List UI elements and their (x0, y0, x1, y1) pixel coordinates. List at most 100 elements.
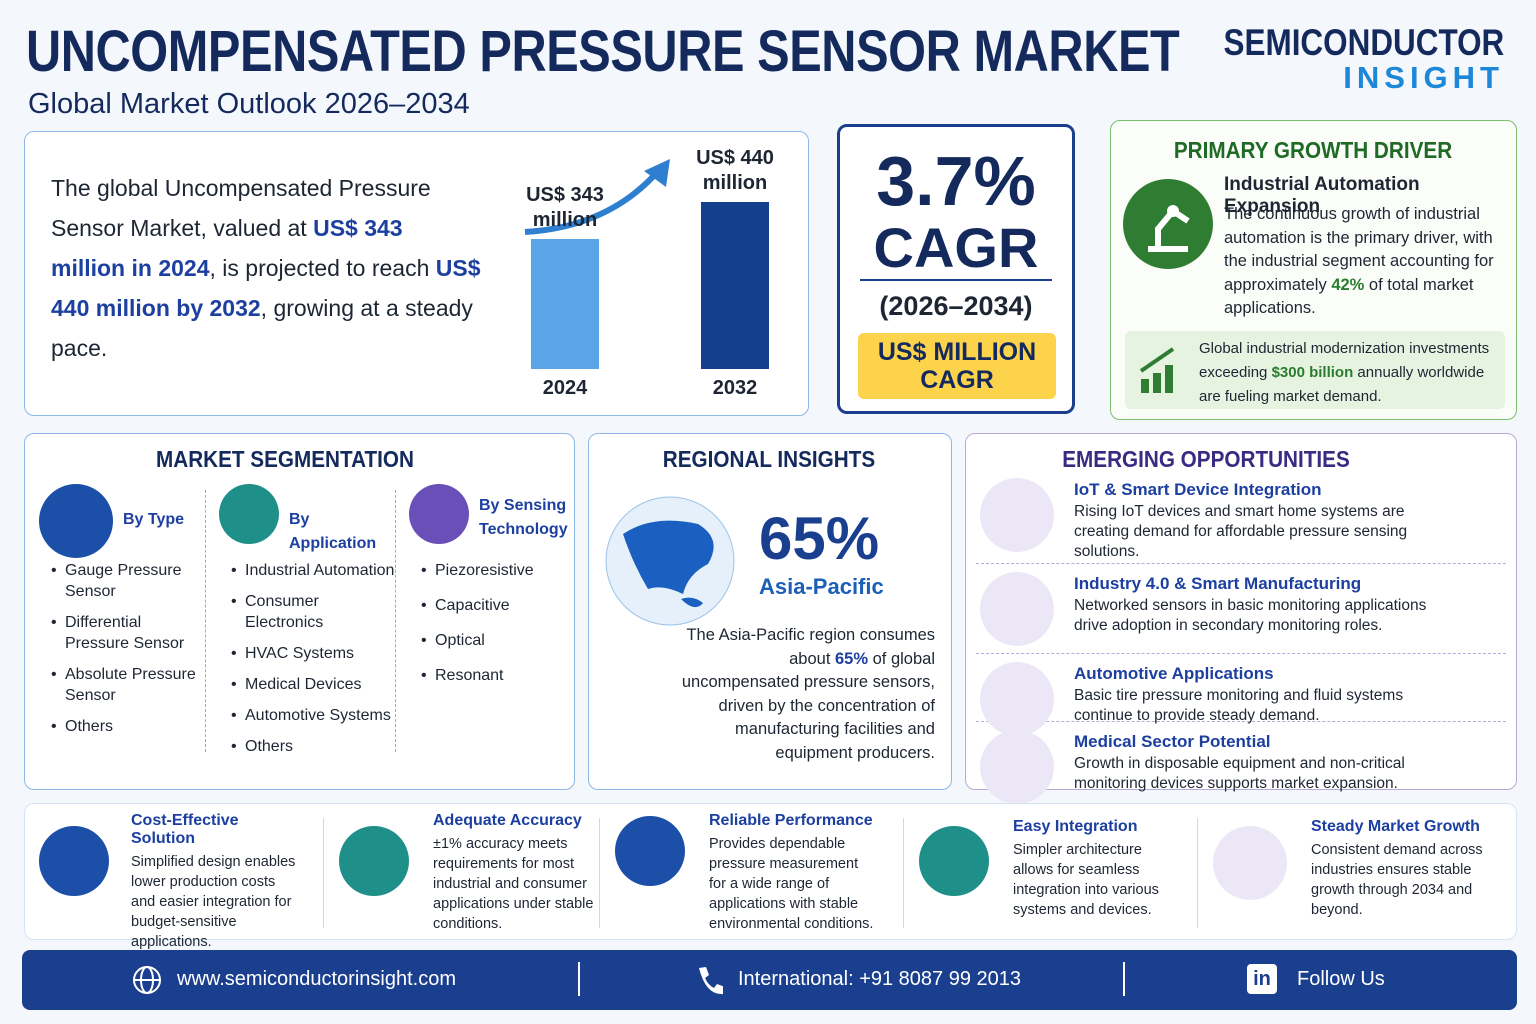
feature-icon (39, 826, 109, 896)
bar-chart: US$ 343 million 2024 US$ 440 million 2032 (495, 140, 795, 399)
feature: Adequate Accuracy ±1% accuracy meets requ… (323, 804, 627, 939)
growth-icon (1139, 347, 1175, 393)
feature-icon (339, 826, 409, 896)
title: UNCOMPENSATED PRESSURE SENSOR MARKET (26, 19, 1180, 84)
value-label: US$ 440 million (696, 147, 774, 194)
feature-title: Cost-Effective Solution (131, 812, 239, 847)
segment-item: HVAC Systems (231, 643, 401, 664)
segment-item: Consumer Electronics (231, 591, 401, 633)
divider (205, 490, 206, 752)
opportunity-text: Networked sensors in basic monitoring ap… (1074, 597, 1427, 634)
opportunity-icon (980, 478, 1054, 552)
cagr-period: (2026–2034) (879, 291, 1033, 321)
summary-panel (24, 131, 809, 416)
region-name: Asia-Pacific (759, 574, 884, 599)
text: , growing at a steady pace. (51, 295, 473, 361)
opportunities-panel: EMERGING OPPORTUNITIES IoT & Smart Devic… (965, 433, 1517, 804)
phone-label: International: (738, 968, 854, 990)
note-box: Global industrial modernization investme… (1125, 331, 1505, 409)
feature-body: Reliable Performance Provides dependable … (709, 812, 879, 934)
arrow-icon (524, 159, 670, 235)
opportunity: IoT & Smart Device Integration Rising IoT… (976, 476, 1506, 564)
segmentation-panel: MARKET SEGMENTATION By Type Gauge Pressur… (24, 433, 575, 790)
highlight: 65% (835, 649, 869, 668)
feature-text: Provides dependable pressure measurement… (709, 836, 874, 932)
note-text: Global industrial modernization investme… (1199, 337, 1504, 409)
highlight: US$ 343 million in 2024 (51, 215, 403, 281)
feature: Reliable Performance Provides dependable … (599, 804, 903, 939)
phone-icon (699, 967, 723, 995)
summary-text: The global Uncompensated Pressure Sensor… (51, 168, 481, 368)
feature-text: ±1% accuracy meets requirements for most… (433, 836, 594, 932)
opportunity-title: IoT & Smart Device Integration (1074, 480, 1322, 499)
follow[interactable]: Follow Us (1297, 968, 1385, 990)
opportunity-text: Growth in disposable equipment and non-c… (1074, 755, 1405, 792)
opportunity-icon (980, 662, 1054, 736)
feature-body: Cost-Effective Solution Simplified design… (131, 812, 301, 952)
divider (1197, 818, 1198, 928)
text: The continuous growth of industrial auto… (1224, 205, 1494, 294)
segment-item: Differential Pressure Sensor (51, 612, 201, 654)
robot-icon (1123, 179, 1213, 269)
globe-icon (605, 496, 735, 626)
cagr-panel: 3.7% CAGR (2026–2034) US$ MILLION CAGR (837, 124, 1075, 414)
driver-title: Industrial Automation Expansion (1224, 174, 1420, 217)
driver-text: The continuous growth of industrial auto… (1224, 203, 1504, 321)
segment-item: Gauge Pressure Sensor (51, 560, 201, 602)
phone[interactable]: +91 8087 99 2013 (859, 968, 1022, 990)
section-heading: REGIONAL INSIGHTS (662, 446, 876, 472)
text: The Asia-Pacific region consumes about (686, 626, 935, 668)
opportunity: Medical Sector Potential Growth in dispos… (976, 728, 1506, 804)
section-heading: EMERGING OPPORTUNITIES (1062, 446, 1350, 472)
feature-icon (615, 816, 685, 886)
feature: Easy Integration Simpler architecture all… (903, 804, 1207, 939)
value-label: US$ 343 million (526, 183, 604, 231)
section-heading: MARKET SEGMENTATION (156, 446, 414, 472)
bar (701, 202, 769, 369)
feature-text: Simpler architecture allows for seamless… (1013, 842, 1159, 918)
segment-list: Industrial Automation Consumer Electronic… (231, 560, 401, 767)
text: , is projected to reach (209, 255, 436, 281)
linkedin-icon[interactable]: in (1247, 964, 1277, 994)
opportunity-list: IoT & Smart Device Integration Rising IoT… (966, 434, 1516, 804)
category-label: 2024 (542, 377, 588, 399)
share-value: 65% (759, 505, 880, 572)
opportunity-title: Medical Sector Potential (1074, 732, 1271, 751)
features-panel: Cost-Effective Solution Simplified design… (24, 803, 1517, 950)
feature: Steady Market Growth Consistent demand ac… (1197, 804, 1511, 939)
opportunity-icon (980, 572, 1054, 646)
text: Global industrial modernization investme… (1199, 340, 1490, 381)
segment-item: Piezoresistive (421, 560, 571, 581)
feature-title: Adequate Accuracy (433, 812, 582, 829)
opportunity-text: Rising IoT devices and smart home system… (1074, 503, 1408, 560)
segment-item: Others (231, 736, 401, 757)
feature-body: Steady Market Growth Consistent demand ac… (1311, 818, 1506, 920)
globe-icon (133, 966, 161, 994)
opportunity-icon (980, 730, 1054, 804)
opportunity-text: Basic tire pressure monitoring and fluid… (1074, 687, 1404, 724)
segment-icon (219, 484, 279, 544)
website[interactable]: www.semiconductorinsight.com (177, 968, 456, 990)
regional-text: The Asia-Pacific region consumes about 6… (669, 624, 935, 765)
feature-title: Easy Integration (1013, 818, 1138, 835)
segment-item: Industrial Automation (231, 560, 401, 581)
highlight: $300 billion (1271, 364, 1354, 381)
segment-item: Others (51, 716, 201, 737)
cagr-value: 3.7% (876, 142, 1036, 220)
feature-body: Easy Integration Simpler architecture all… (1013, 818, 1183, 920)
segment-item: Resonant (421, 665, 571, 686)
segment-item: Capacitive (421, 595, 571, 616)
segment-icon (39, 484, 113, 558)
feature-text: Simplified design enables lower producti… (131, 854, 296, 950)
opportunity: Automotive Applications Basic tire pressu… (976, 660, 1506, 736)
segment-item: Optical (421, 630, 571, 651)
footer: www.semiconductorinsight.com Internation… (22, 950, 1517, 1010)
divider (599, 818, 600, 928)
category-label: 2032 (712, 377, 758, 399)
bar (531, 238, 599, 369)
text: of global uncompensated pressure sensors… (681, 649, 935, 762)
brand: SEMICONDUCTOR (1223, 22, 1504, 63)
segment-groups: By Type Gauge Pressure Sensor Differential… (25, 434, 573, 788)
cagr-unit: US$ MILLION CAGR (858, 333, 1056, 399)
